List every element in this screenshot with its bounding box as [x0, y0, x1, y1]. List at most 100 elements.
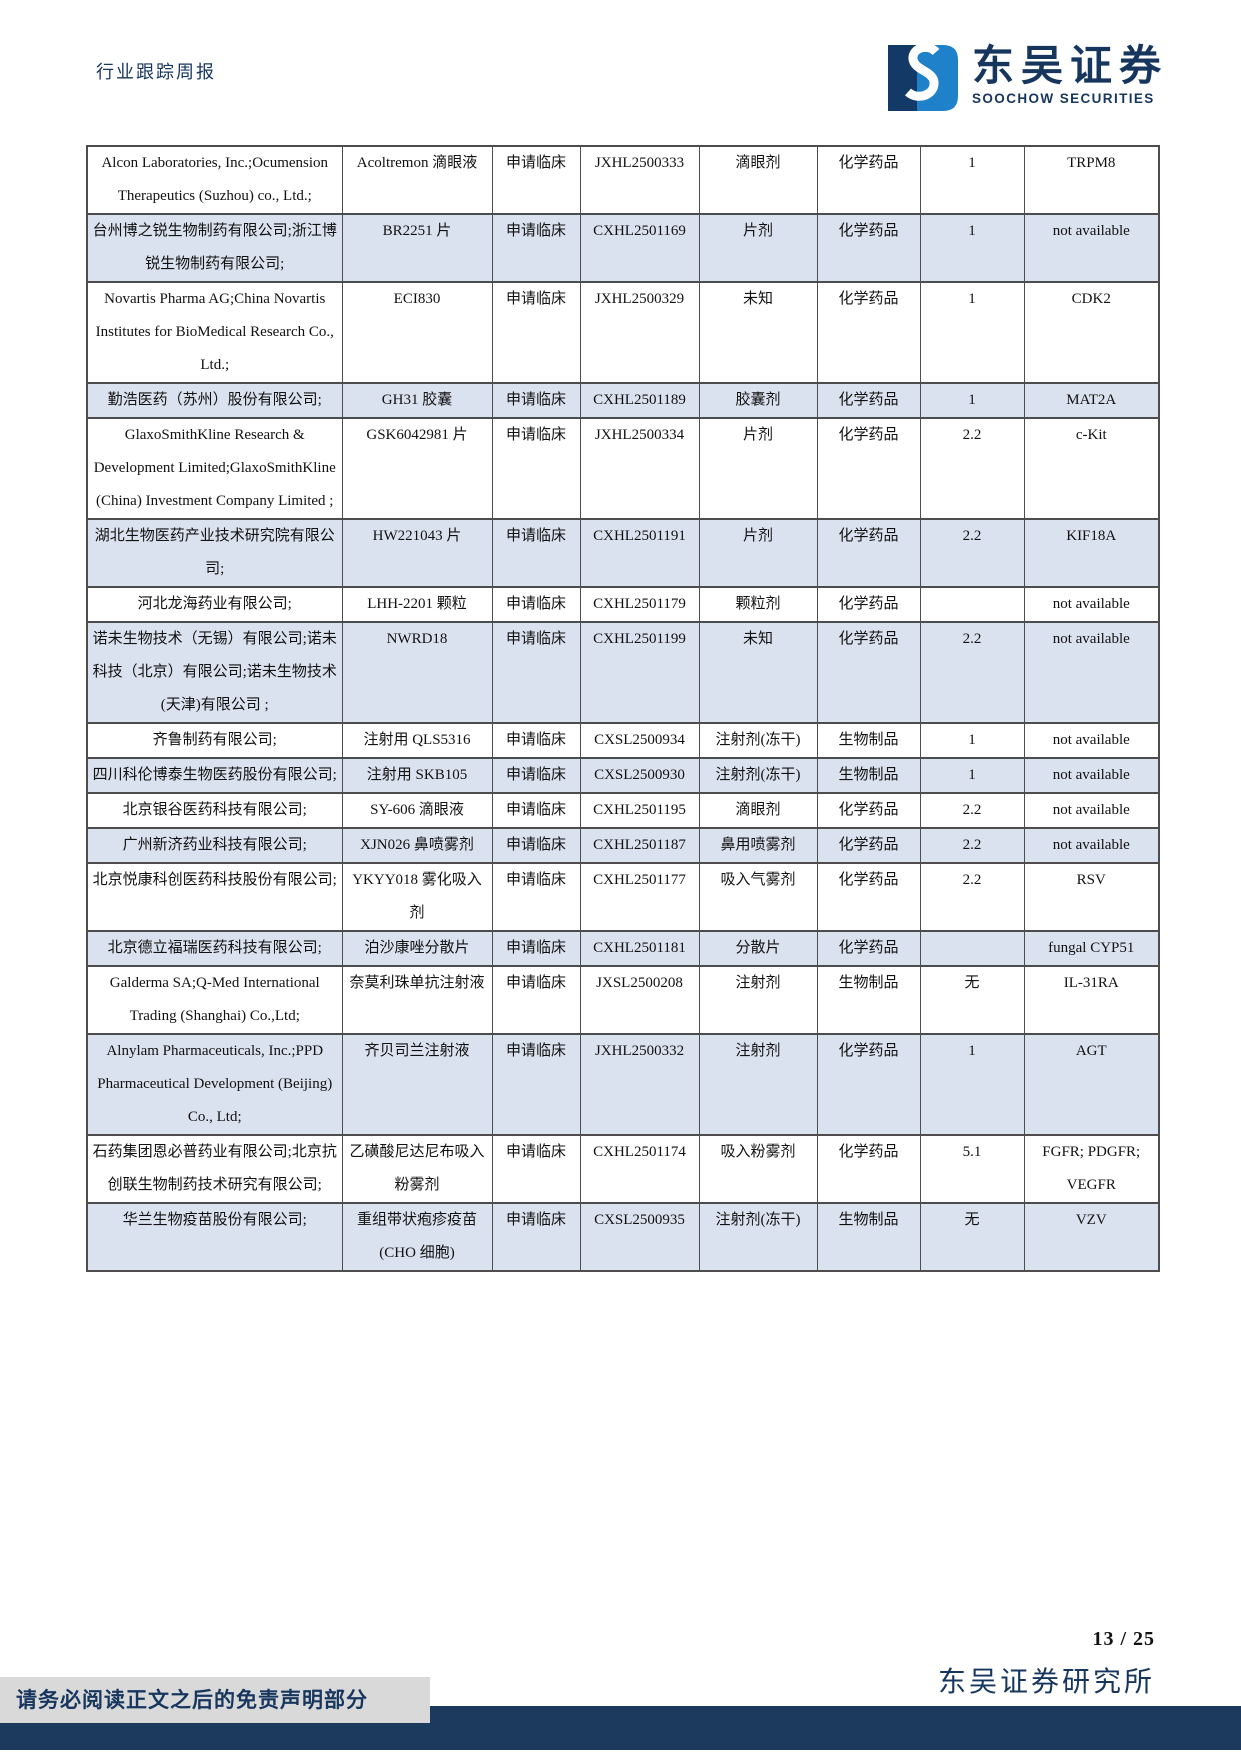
cell-drug: GSK6042981 片 — [341, 417, 493, 520]
cell-dosage-form: 注射剂 — [698, 965, 818, 1035]
cell-accept-no: JXHL2500329 — [579, 281, 700, 384]
table-row: 河北龙海药业有限公司; LHH-2201 颗粒 申请临床 CXHL2501179 颗粒剂… — [86, 586, 1160, 623]
cell-dosage-form: 片剂 — [698, 518, 818, 588]
cell-apply-type: 申请临床 — [491, 1033, 581, 1136]
table-row: 石药集团恩必普药业有限公司;北京抗创联生物制药技术研究有限公司; 乙磺酸尼达尼布吸… — [86, 1134, 1160, 1204]
cell-target: AGT — [1023, 1033, 1160, 1136]
cell-dosage-form: 胶囊剂 — [698, 382, 818, 419]
cell-category: 1 — [919, 281, 1025, 384]
brand-name-cn: 东吴证券 — [972, 44, 1169, 90]
cell-target: MAT2A — [1023, 382, 1160, 419]
table-row: GlaxoSmithKline Research & Development L… — [86, 417, 1160, 520]
cell-target: not available — [1023, 213, 1160, 283]
cell-target: not available — [1023, 722, 1160, 759]
cell-company: 北京悦康科创医药科技股份有限公司; — [86, 862, 343, 932]
clinical-application-table: Alcon Laboratories, Inc.;Ocumension Ther… — [86, 145, 1160, 1272]
cell-category: 1 — [919, 213, 1025, 283]
cell-drug-type: 化学药品 — [816, 862, 921, 932]
cell-accept-no: JXHL2500334 — [579, 417, 700, 520]
cell-apply-type: 申请临床 — [491, 145, 581, 215]
cell-drug: LHH-2201 颗粒 — [341, 586, 493, 623]
cell-drug-type: 化学药品 — [816, 621, 921, 724]
cell-category — [919, 586, 1025, 623]
cell-company: 石药集团恩必普药业有限公司;北京抗创联生物制药技术研究有限公司; — [86, 1134, 343, 1204]
cell-target: IL-31RA — [1023, 965, 1160, 1035]
cell-drug: 齐贝司兰注射液 — [341, 1033, 493, 1136]
cell-category: 2.2 — [919, 862, 1025, 932]
cell-drug-type: 生物制品 — [816, 757, 921, 794]
soochow-logo-icon — [888, 45, 958, 111]
cell-apply-type: 申请临床 — [491, 722, 581, 759]
cell-drug: 乙磺酸尼达尼布吸入粉雾剂 — [341, 1134, 493, 1204]
cell-company: 华兰生物疫苗股份有限公司; — [86, 1202, 343, 1272]
cell-apply-type: 申请临床 — [491, 417, 581, 520]
cell-drug-type: 化学药品 — [816, 792, 921, 829]
cell-target: CDK2 — [1023, 281, 1160, 384]
table-row: Alnylam Pharmaceuticals, Inc.;PPD Pharma… — [86, 1033, 1160, 1136]
cell-category: 1 — [919, 145, 1025, 215]
cell-dosage-form: 滴眼剂 — [698, 145, 818, 215]
cell-drug: 奈莫利珠单抗注射液 — [341, 965, 493, 1035]
cell-category: 1 — [919, 757, 1025, 794]
cell-category: 2.2 — [919, 827, 1025, 864]
cell-drug-type: 化学药品 — [816, 382, 921, 419]
cell-category: 2.2 — [919, 621, 1025, 724]
cell-accept-no: CXSL2500930 — [579, 757, 700, 794]
cell-accept-no: CXHL2501191 — [579, 518, 700, 588]
cell-company: 齐鲁制药有限公司; — [86, 722, 343, 759]
cell-drug-type: 化学药品 — [816, 145, 921, 215]
cell-drug: BR2251 片 — [341, 213, 493, 283]
cell-accept-no: CXHL2501177 — [579, 862, 700, 932]
cell-apply-type: 申请临床 — [491, 827, 581, 864]
cell-dosage-form: 片剂 — [698, 213, 818, 283]
table-row: 北京银谷医药科技有限公司; SY-606 滴眼液 申请临床 CXHL2501195 滴眼… — [86, 792, 1160, 829]
cell-company: 诺未生物技术（无锡）有限公司;诺未科技（北京）有限公司;诺未生物技术(天津)有限… — [86, 621, 343, 724]
cell-category: 5.1 — [919, 1134, 1025, 1204]
cell-drug-type: 化学药品 — [816, 827, 921, 864]
table-row: Alcon Laboratories, Inc.;Ocumension Ther… — [86, 145, 1160, 215]
cell-target: not available — [1023, 757, 1160, 794]
disclaimer-note: 请务必阅读正文之后的免责声明部分 — [0, 1677, 430, 1723]
cell-apply-type: 申请临床 — [491, 281, 581, 384]
cell-dosage-form: 鼻用喷雾剂 — [698, 827, 818, 864]
cell-accept-no: CXHL2501181 — [579, 930, 700, 967]
cell-accept-no: CXHL2501187 — [579, 827, 700, 864]
cell-drug: 注射用 QLS5316 — [341, 722, 493, 759]
cell-accept-no: JXSL2500208 — [579, 965, 700, 1035]
cell-apply-type: 申请临床 — [491, 1134, 581, 1204]
cell-company: 广州新济药业科技有限公司; — [86, 827, 343, 864]
cell-dosage-form: 片剂 — [698, 417, 818, 520]
cell-dosage-form: 颗粒剂 — [698, 586, 818, 623]
cell-accept-no: CXHL2501174 — [579, 1134, 700, 1204]
cell-company: 湖北生物医药产业技术研究院有限公司; — [86, 518, 343, 588]
cell-accept-no: CXHL2501179 — [579, 586, 700, 623]
cell-company: 北京银谷医药科技有限公司; — [86, 792, 343, 829]
cell-drug: 注射用 SKB105 — [341, 757, 493, 794]
cell-category: 1 — [919, 382, 1025, 419]
cell-drug-type: 化学药品 — [816, 281, 921, 384]
cell-apply-type: 申请临床 — [491, 382, 581, 419]
cell-apply-type: 申请临床 — [491, 757, 581, 794]
cell-drug: SY-606 滴眼液 — [341, 792, 493, 829]
cell-apply-type: 申请临床 — [491, 862, 581, 932]
cell-company: 台州博之锐生物制药有限公司;浙江博锐生物制药有限公司; — [86, 213, 343, 283]
cell-target: TRPM8 — [1023, 145, 1160, 215]
cell-target: KIF18A — [1023, 518, 1160, 588]
institute-label: 东吴证券研究所 — [937, 1667, 1155, 1698]
cell-accept-no: CXHL2501199 — [579, 621, 700, 724]
cell-target: fungal CYP51 — [1023, 930, 1160, 967]
table-row: 诺未生物技术（无锡）有限公司;诺未科技（北京）有限公司;诺未生物技术(天津)有限… — [86, 621, 1160, 724]
table-row: 勤浩医药（苏州）股份有限公司; GH31 胶囊 申请临床 CXHL2501189 胶囊剂… — [86, 382, 1160, 419]
cell-apply-type: 申请临床 — [491, 965, 581, 1035]
cell-drug: 重组带状疱疹疫苗(CHO 细胞) — [341, 1202, 493, 1272]
cell-drug-type: 生物制品 — [816, 965, 921, 1035]
table-row: 台州博之锐生物制药有限公司;浙江博锐生物制药有限公司; BR2251 片申请临床 C… — [86, 213, 1160, 283]
table-row: 广州新济药业科技有限公司; XJN026 鼻喷雾剂 申请临床 CXHL2501187 鼻… — [86, 827, 1160, 864]
cell-category: 2.2 — [919, 417, 1025, 520]
cell-apply-type: 申请临床 — [491, 1202, 581, 1272]
cell-drug-type: 化学药品 — [816, 417, 921, 520]
cell-drug: XJN026 鼻喷雾剂 — [341, 827, 493, 864]
cell-category: 无 — [919, 1202, 1025, 1272]
cell-accept-no: CXSL2500934 — [579, 722, 700, 759]
page-number: 13 / 25 — [1092, 1628, 1155, 1650]
